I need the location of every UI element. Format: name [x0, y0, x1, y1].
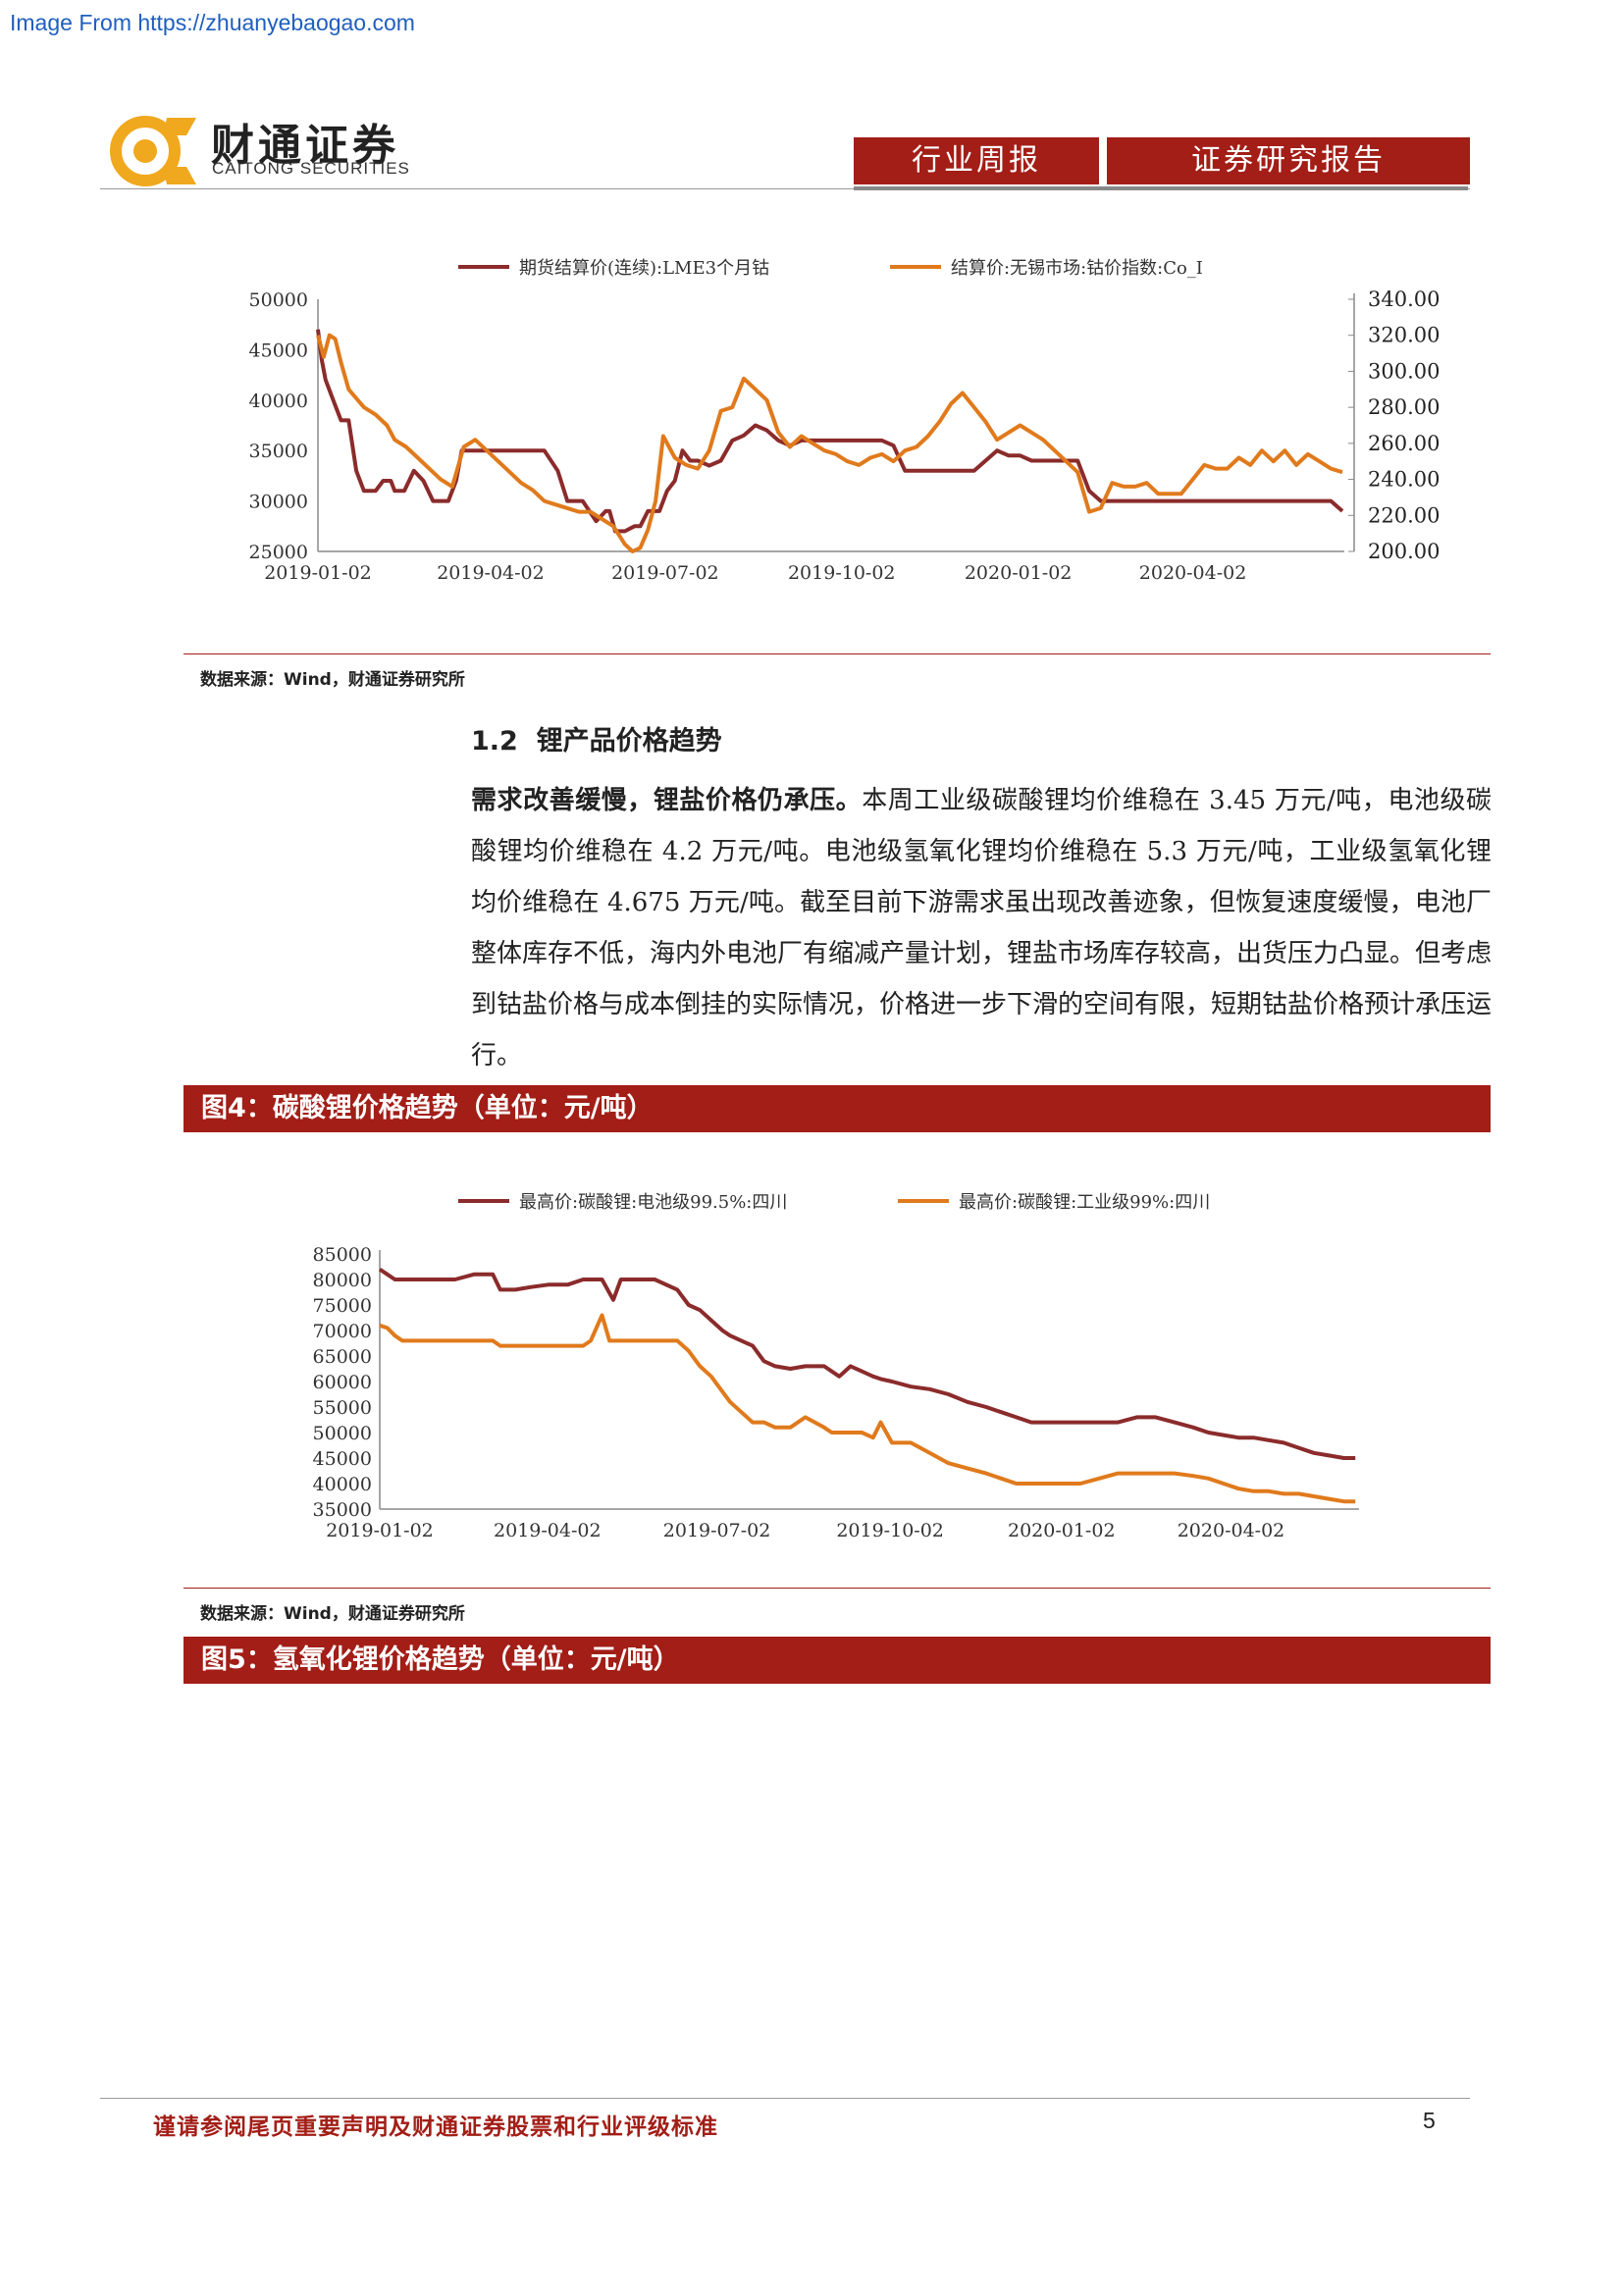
- chart2-x-tick-label: 2019-04-02: [494, 1520, 602, 1541]
- brand-name-cn: 财通证券: [211, 121, 399, 171]
- caitong-logo-icon: [106, 110, 204, 192]
- chart2-x-tick-label: 2020-04-02: [1178, 1520, 1285, 1541]
- report-category-tag: 证券研究报告: [1107, 137, 1470, 184]
- chart1-source-note: 数据来源：Wind，财通证券研究所: [200, 670, 465, 690]
- chart1-y-right-tick-label: 280.00: [1368, 395, 1440, 419]
- chart1-y-left-tick-label: 25000: [249, 542, 308, 563]
- figure4-title-bar: 图4：碳酸锂价格趋势（单位：元/吨）: [183, 1085, 1491, 1132]
- figure5-title: 图5：氢氧化锂价格趋势（单位：元/吨）: [201, 1644, 680, 1675]
- chart1-legend-series2: 结算价:无锡市场:钴价指数:Co_I: [951, 258, 1203, 279]
- chart2-legend: 最高价:碳酸锂:电池级99.5%:四川 最高价:碳酸锂:工业级99%:四川: [458, 1192, 1210, 1213]
- chart2-y-tick-label: 85000: [313, 1244, 372, 1266]
- chart1-y-left-tick-label: 40000: [249, 391, 308, 412]
- chart2-y-tick-label: 40000: [313, 1474, 372, 1495]
- chart2-y-tick-label: 60000: [313, 1372, 372, 1393]
- chart2-y-tick-label: 50000: [313, 1423, 372, 1444]
- chart2-x-tick-label: 2019-01-02: [326, 1520, 434, 1541]
- chart2-legend-series2: 最高价:碳酸锂:工业级99%:四川: [959, 1192, 1210, 1213]
- footer-divider: [100, 2098, 1470, 2099]
- chart1-x-tick-label: 2020-04-02: [1139, 562, 1247, 584]
- chart2-y-tick-label: 65000: [313, 1346, 372, 1368]
- chart2-bottom-rule: [183, 1588, 1491, 1589]
- source-link[interactable]: Image From https://zhuanyebaogao.com: [10, 10, 415, 35]
- lithium-carbonate-chart: 最高价:碳酸锂:电池级99.5%:四川 最高价:碳酸锂:工业级99%:四川 85…: [313, 1192, 1359, 1541]
- header-divider-accent: [854, 186, 1468, 190]
- footer-disclaimer: 谨请参阅尾页重要声明及财通证券股票和行业评级标准: [153, 2114, 718, 2140]
- chart1-bottom-rule: [183, 653, 1491, 654]
- chart2-y-tick-label: 75000: [313, 1295, 372, 1317]
- chart2-x-tick-label: 2019-10-02: [836, 1520, 944, 1541]
- chart2-y-tick-label: 70000: [313, 1321, 372, 1342]
- chart2-y-tick-label: 45000: [313, 1448, 372, 1470]
- chart2-x-tick-label: 2019-07-02: [663, 1520, 771, 1541]
- section-paragraph: 需求改善缓慢，锂盐价格仍承压。本周工业级碳酸锂均价维稳在 3.45 万元/吨，电…: [471, 775, 1492, 1081]
- page-number: 5: [1423, 2108, 1436, 2133]
- chart1-y-left-tick-label: 35000: [249, 441, 308, 462]
- chart1-y-right-tick-label: 220.00: [1368, 503, 1440, 527]
- figure4-title: 图4：碳酸锂价格趋势（单位：元/吨）: [201, 1093, 654, 1123]
- brand-name-en: CAITONG SECURITIES: [212, 159, 410, 178]
- chart1-x-tick-label: 2019-07-02: [611, 562, 719, 584]
- chart1-series-line-2: [316, 333, 1343, 553]
- chart1-y-right-tick-label: 320.00: [1368, 324, 1440, 347]
- chart1-y-right-tick-label: 300.00: [1368, 359, 1440, 383]
- chart2-y-tick-label: 35000: [313, 1499, 372, 1521]
- section-title: 锂产品价格趋势: [536, 726, 722, 757]
- chart1-y-right-tick-label: 240.00: [1368, 468, 1440, 492]
- chart2-legend-series1: 最高价:碳酸锂:电池级99.5%:四川: [519, 1192, 787, 1213]
- chart1-y-right-tick-label: 260.00: [1368, 432, 1440, 455]
- chart2-series-line-2: [379, 1313, 1356, 1504]
- chart2-source-note: 数据来源：Wind，财通证券研究所: [200, 1604, 465, 1624]
- paragraph-body: 本周工业级碳酸锂均价维稳在 3.45 万元/吨，电池级碳酸锂均价维稳在 4.2 …: [471, 786, 1493, 1070]
- chart1-y-left-tick-label: 45000: [249, 339, 308, 361]
- cobalt-price-chart: 期货结算价(连续):LME3个月钴 结算价:无锡市场:钴价指数:Co_I 500…: [249, 258, 1441, 584]
- figure5-title-bar: 图5：氢氧化锂价格趋势（单位：元/吨）: [183, 1637, 1491, 1684]
- chart1-x-tick-label: 2019-01-02: [264, 562, 372, 584]
- chart1-legend-series1: 期货结算价(连续):LME3个月钴: [519, 258, 769, 279]
- chart2-y-tick-label: 80000: [313, 1270, 372, 1291]
- header-divider: [100, 188, 1470, 189]
- chart1-x-tick-label: 2020-01-02: [965, 562, 1073, 584]
- section-heading: 1.2 锂产品价格趋势: [471, 719, 722, 757]
- chart1-y-left-tick-label: 30000: [249, 492, 308, 513]
- section-number: 1.2: [471, 726, 518, 757]
- chart1-x-tick-label: 2019-10-02: [788, 562, 896, 584]
- chart2-x-tick-label: 2020-01-02: [1008, 1520, 1116, 1541]
- chart1-y-left-tick-label: 50000: [249, 289, 308, 311]
- chart1-y-right-tick-label: 340.00: [1368, 287, 1440, 311]
- chart1-series-line-1: [316, 329, 1344, 534]
- chart2-y-tick-label: 55000: [313, 1397, 372, 1419]
- paragraph-lead: 需求改善缓慢，锂盐价格仍承压。: [471, 786, 863, 815]
- chart1-legend: 期货结算价(连续):LME3个月钴 结算价:无锡市场:钴价指数:Co_I: [458, 258, 1203, 279]
- chart1-x-tick-label: 2019-04-02: [437, 562, 545, 584]
- report-type-tag: 行业周报: [854, 137, 1099, 184]
- chart2-series-line-1: [378, 1267, 1356, 1460]
- chart1-y-right-tick-label: 200.00: [1368, 540, 1440, 563]
